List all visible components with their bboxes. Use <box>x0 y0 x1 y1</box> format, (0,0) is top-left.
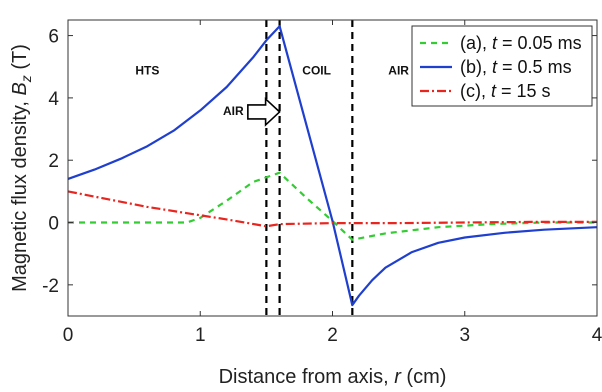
series-line-1 <box>68 25 597 307</box>
region-label-1: AIR <box>223 104 244 118</box>
x-tick-label: 1 <box>195 325 206 346</box>
plot-content: HTS AIR COIL AIR <box>68 20 597 316</box>
y-tick-label: 2 <box>48 151 59 172</box>
x-tick-label: 0 <box>63 325 74 346</box>
series-line-2 <box>68 190 597 228</box>
region-label-3: AIR <box>388 64 409 78</box>
y-axis-label: Magnetic flux density, Bz (T) <box>9 44 34 292</box>
region-label-2: COIL <box>302 64 331 78</box>
tick-layer: 0 1 2 3 4 -2 0 2 4 6 <box>42 20 602 346</box>
annotation-arrow <box>247 97 281 127</box>
plot-frame <box>67 19 598 317</box>
legend-entry-2: (c), t = 15 s <box>460 81 551 101</box>
legend-entry-1: (b), t = 0.5 ms <box>460 57 572 77</box>
y-tick-label: 4 <box>48 89 59 110</box>
x-tick-label: 3 <box>459 325 470 346</box>
x-axis-label: Distance from axis, r (cm) <box>219 366 447 388</box>
x-tick-label: 2 <box>327 325 338 346</box>
legend-entry-0: (a), t = 0.05 ms <box>460 33 582 53</box>
legend-box <box>411 25 593 107</box>
y-tick-label: -2 <box>42 276 59 297</box>
x-tick-label: 4 <box>592 325 602 346</box>
legend: (a), t = 0.05 ms (b), t = 0.5 ms (c), t = … <box>411 25 593 107</box>
series-line-0 <box>68 171 597 241</box>
y-tick-label: 0 <box>48 214 59 235</box>
y-tick-label: 6 <box>48 27 59 48</box>
region-label-0: HTS <box>135 64 159 78</box>
